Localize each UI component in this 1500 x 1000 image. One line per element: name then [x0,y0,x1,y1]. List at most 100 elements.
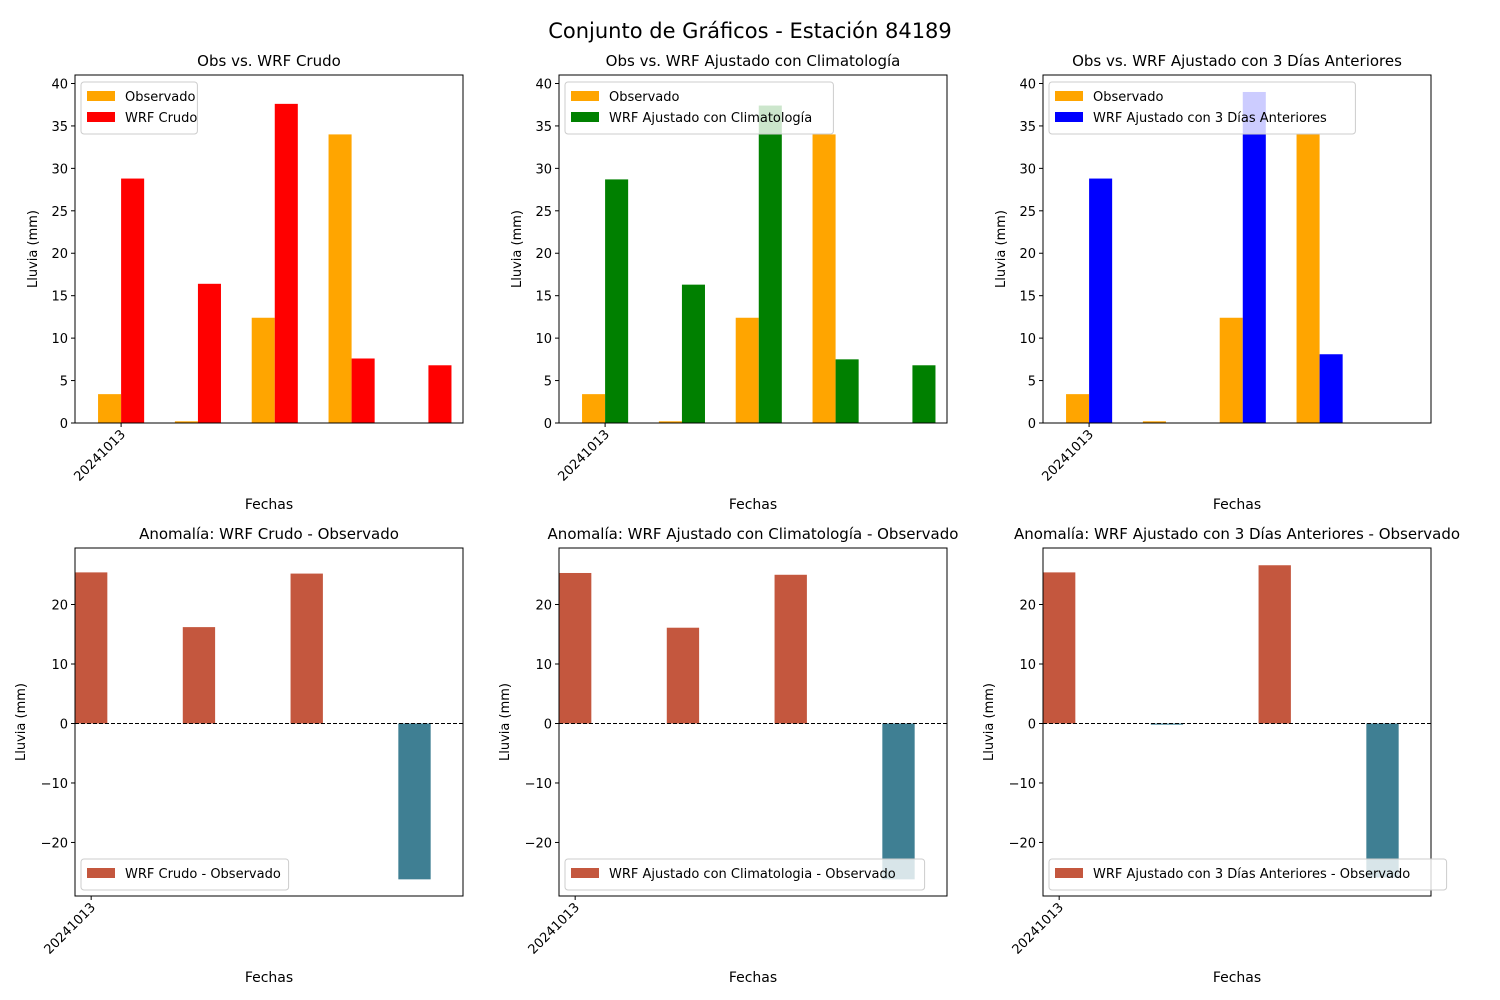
legend-label: WRF Ajustado con 3 Días Anteriores - Obs… [1093,867,1410,882]
bar-anomalia-1 [75,572,108,724]
chart-title: Anomalía: WRF Ajustado con 3 Días Anteri… [1014,525,1460,543]
chart-title: Obs vs. WRF Crudo [197,52,341,70]
y-axis-label: Lluvia (mm) [510,210,525,288]
legend: WRF Ajustado con 3 Días Anteriores - Obs… [1048,858,1448,891]
y-tick-label: 20 [1019,247,1036,262]
bar-observado-4 [328,134,352,424]
y-tick-label: 20 [51,247,68,262]
y-tick-label: −20 [41,836,68,851]
chart-title: Anomalía: WRF Ajustado con Climatología … [548,525,959,543]
bar-wrf-2 [681,284,705,423]
legend-label: WRF Ajustado con Climatología [609,111,812,126]
legend-box [564,81,834,135]
legend-swatch [87,91,115,101]
bar-observado-3 [735,317,759,423]
bar-wrf-5 [912,365,936,423]
y-tick-label: 10 [535,658,552,673]
bar-wrf-1 [605,179,629,423]
y-tick-label: −20 [1009,836,1036,851]
x-axis-label: Fechas [729,970,777,986]
chart-panel-1: Obs vs. WRF Crudo 0 5 10 15 20 25 30 35 40 2024101… [26,52,464,513]
y-tick-label: 35 [1019,120,1036,135]
chart-title: Obs vs. WRF Ajustado con Climatología [606,52,901,70]
bar-observado-2 [174,421,198,423]
y-tick-label: 20 [535,247,552,262]
y-tick-label: −10 [525,777,552,792]
y-tick-label: 20 [51,599,68,614]
y-tick-label: −20 [525,836,552,851]
bar-anomalia-1 [1043,572,1076,724]
chart-panels: Obs vs. WRF Crudo 0 5 10 15 20 25 30 35 40 2024101… [14,52,1460,986]
legend: WRF Crudo - Observado [80,858,290,891]
axes-frame [558,74,948,424]
legend: Observado WRF Ajustado con Climatología [564,81,834,135]
y-axis-label: Lluvia (mm) [982,683,997,761]
y-tick-label: −10 [1009,777,1036,792]
y-tick-label: 30 [1019,162,1036,177]
y-tick-label: 0 [1028,417,1036,432]
legend-label: Observado [609,90,680,105]
y-tick-label: 40 [535,77,552,92]
y-tick-label: −10 [41,777,68,792]
bar-wrf-3 [274,103,298,424]
legend-swatch [87,112,115,122]
y-tick-label: 5 [544,375,552,390]
bar-anomalia-4 [1366,723,1399,878]
bar-observado-4 [812,134,836,424]
axes-frame [1042,74,1432,424]
y-tick-label: 10 [51,658,68,673]
x-tick-label: 20241013 [72,427,129,484]
chart-panel-2: Obs vs. WRF Ajustado con Climatología 0 5 1… [510,52,948,513]
bar-anomalia-4 [398,723,431,880]
y-tick-label: 15 [535,290,552,305]
chart-panel-3: Obs vs. WRF Ajustado con 3 Días Anterior… [994,52,1432,513]
bar-anomalia-1 [559,572,592,724]
legend-swatch [1055,91,1083,101]
y-tick-label: 0 [60,417,68,432]
axes-frame [1042,547,1432,897]
bar-wrf-2 [197,283,221,423]
chart-title: Obs vs. WRF Ajustado con 3 Días Anterior… [1072,52,1402,70]
bar-anomalia-2 [666,627,700,724]
y-axis-label: Lluvia (mm) [498,683,513,761]
bar-wrf-1 [121,178,145,423]
bar-anomalia-4 [882,723,915,880]
y-axis-label: Lluvia (mm) [994,210,1009,288]
legend-swatch [571,868,599,878]
bar-observado-1 [98,394,122,423]
y-tick-label: 0 [1028,717,1036,732]
legend-label: Observado [125,90,196,105]
x-axis-label: Fechas [1213,497,1261,513]
y-tick-label: 35 [535,120,552,135]
axes-frame [74,547,464,897]
y-tick-label: 40 [51,77,68,92]
legend-box [564,858,926,891]
figure-title: Conjunto de Gráficos - Estación 84189 [548,19,952,43]
y-tick-label: 25 [535,205,552,220]
y-tick-label: 10 [535,332,552,347]
legend-label: WRF Ajustado con Climatologia - Observad… [609,867,896,882]
y-axis-label: Lluvia (mm) [26,210,41,288]
bar-wrf-5 [428,365,452,423]
y-tick-label: 35 [51,120,68,135]
y-tick-label: 25 [1019,205,1036,220]
chart-panel-4: Anomalía: WRF Crudo - Observado −20 −10 0 10… [14,525,464,986]
bar-observado-4 [1296,134,1320,424]
legend-label: WRF Crudo [125,111,197,126]
bar-wrf-4 [1319,354,1343,423]
legend: WRF Ajustado con Climatologia - Observad… [564,858,926,891]
y-tick-label: 5 [60,375,68,390]
y-tick-label: 30 [51,162,68,177]
bar-anomalia-3 [774,574,807,724]
y-tick-label: 10 [51,332,68,347]
y-tick-label: 0 [544,417,552,432]
legend-label: WRF Ajustado con 3 Días Anteriores [1093,111,1327,126]
chart-panel-5: Anomalía: WRF Ajustado con Climatología … [498,525,958,986]
bar-wrf-1 [1089,178,1113,423]
y-tick-label: 15 [1019,290,1036,305]
bar-observado-1 [1066,394,1090,423]
bar-observado-3 [251,317,275,423]
y-tick-label: 20 [535,599,552,614]
axes-frame [558,547,948,897]
bar-wrf-4 [351,358,375,423]
